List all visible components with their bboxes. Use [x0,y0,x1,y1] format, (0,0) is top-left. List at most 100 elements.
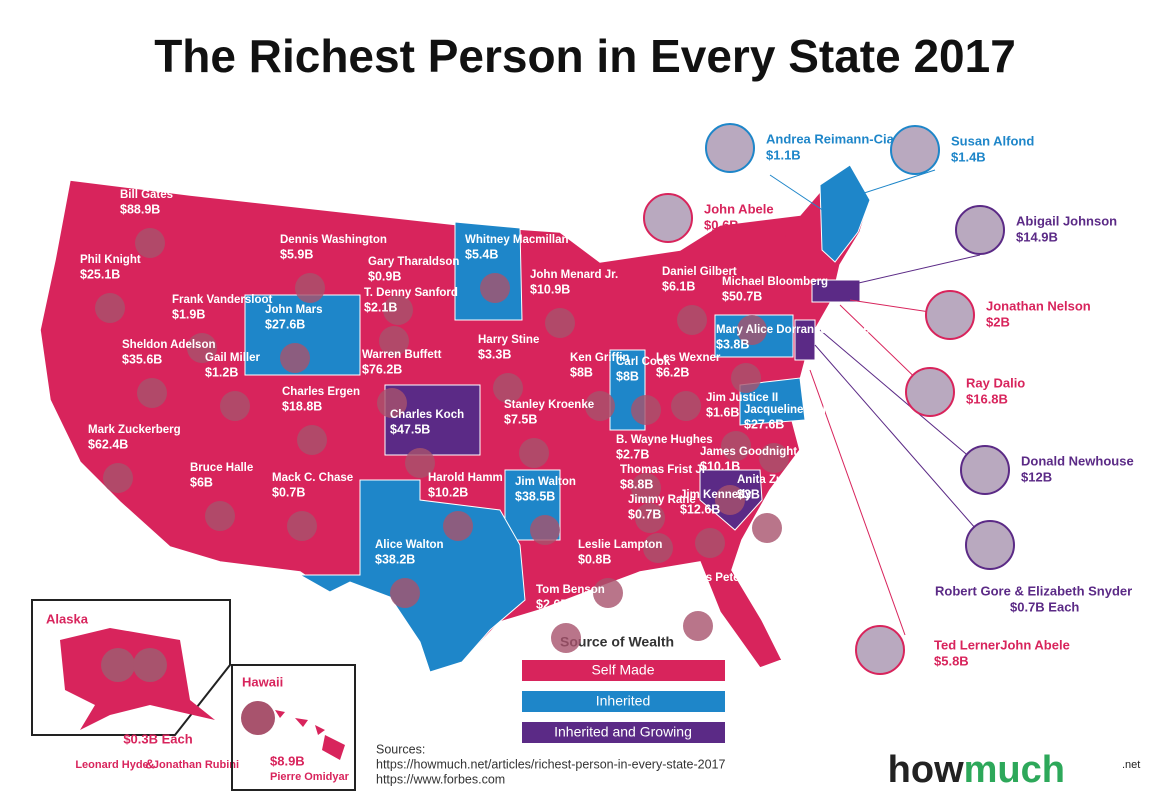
person-name: Jim Walton [515,476,576,488]
person-worth: $8.8B [620,477,653,491]
inset-and: & [145,756,154,771]
portrait [671,391,701,421]
alaska-shape [60,628,215,730]
portrait [101,648,135,682]
person-name: Stanley Kroenke [504,399,594,411]
person-worth: $27.6B [265,317,305,331]
person-worth: $0.8B [578,552,611,566]
portrait [295,273,325,303]
callout-worth: $1.4B [951,149,986,164]
person-name: Charles Ergen [282,386,360,398]
alaska-inset: Alaska $0.3B Each Leonard Hyde & Jonatha… [31,599,239,771]
callout-worth: $1.1B [766,147,801,162]
person-name: Bruce Halle [190,462,253,474]
portrait [695,528,725,558]
portrait [379,326,409,356]
portrait [187,333,217,363]
person-name: Charles Koch [390,409,464,421]
inset-person: Jonathan Rubini [153,759,239,771]
portrait [960,445,1010,495]
person-name: Dennis Washington [280,234,387,246]
portrait [519,438,549,468]
person-name: Warren Buffett [362,349,442,361]
portrait [135,228,165,258]
person-name: Mark Zuckerberg [88,424,181,436]
portrait [585,391,615,421]
inset-person: Pierre Omidyar [270,771,350,783]
state-region [794,319,816,361]
person-worth: $13.2B [668,585,708,599]
person-worth: $1.9B [172,307,205,321]
person-worth: $7.5B [504,412,537,426]
portrait [377,388,407,418]
portrait [855,625,905,675]
logo: howmuch [888,749,1065,791]
callout-name: Ted LernerJohn Abele [934,637,1070,652]
person-name: Ken Griffin [570,352,629,364]
legend-label: Self Made [591,662,654,678]
person-worth: $38.5B [515,489,555,503]
person-name: Phil Knight [80,254,141,266]
logo-suffix: .net [1122,759,1140,771]
portrait [480,273,510,303]
callout-worth: $16.8B [966,391,1008,406]
callout-name: Jonathan Nelson [986,298,1091,313]
person-name: Harry Stine [478,334,539,346]
inset-frame [31,599,231,736]
inset-person: Leonard Hyde [75,759,148,771]
portrait [551,623,581,653]
portrait [721,431,751,461]
person-name: John Menard Jr. [530,269,618,281]
leader-line [769,174,831,216]
person-worth: $0.9B [368,269,401,283]
person-name: Jimmy Rane [628,494,696,506]
callout-worth: $0.6B [704,217,739,232]
portrait [593,578,623,608]
person-name: Sheldon Adelson [122,339,216,351]
person-name: Les Wexner [656,352,721,364]
portrait [683,611,713,641]
person-worth: $2.7B [616,447,649,461]
legend-swatch [522,722,725,743]
callout-worth: $0.7B Each [1010,599,1079,614]
person-worth: $0.7B [272,485,305,499]
person-name: Leslie Lampton [578,539,662,551]
source-line: https://www.forbes.com [376,772,505,786]
person-worth: $6.2B [656,365,689,379]
person-name: Thomas Peterffy [668,572,759,584]
person-name: Michael Bloomberg [722,276,828,288]
person-worth: $88.9B [120,202,160,216]
portrait [965,520,1015,570]
portrait [137,378,167,408]
person-worth: $38.2B [375,552,415,566]
person-worth: $18.8B [282,399,322,413]
person-name: T. Denny Sanford [364,287,458,299]
hawaii-inset: Hawaii $8.9B Pierre Omidyar [231,664,356,791]
title: The Richest Person in Every State 2017 [154,30,1016,82]
person-name: Gail Miller [205,352,260,364]
person-worth: $2.1B [364,300,397,314]
callout-worth: $2B [986,314,1010,329]
source-line: https://howmuch.net/articles/richest-per… [376,757,726,771]
person-name: B. Wayne Hughes [616,434,713,446]
portrait [759,443,789,473]
portrait [925,290,975,340]
callout-name: Susan Alfond [951,133,1034,148]
portrait [715,485,745,515]
person-worth: $10.1B [700,459,740,473]
person-name: John Mars [265,304,323,316]
legend-title: Source of Wealth [560,634,674,650]
portrait [545,308,575,338]
person-name: Anita Zucker [737,474,807,486]
portrait [297,425,327,455]
portrait [241,701,275,735]
callout-name: Robert Gore & Elizabeth Snyder [935,583,1132,598]
person-name: Alice Walton [375,539,444,551]
person-name: Jim Justice II [706,392,778,404]
portrait [405,448,435,478]
callout-worth: $14.9B [1016,229,1058,244]
person-worth: $1.2B [205,365,238,379]
leader-line [814,344,991,546]
leader-line [809,369,906,636]
person-worth: $10.9B [530,282,570,296]
